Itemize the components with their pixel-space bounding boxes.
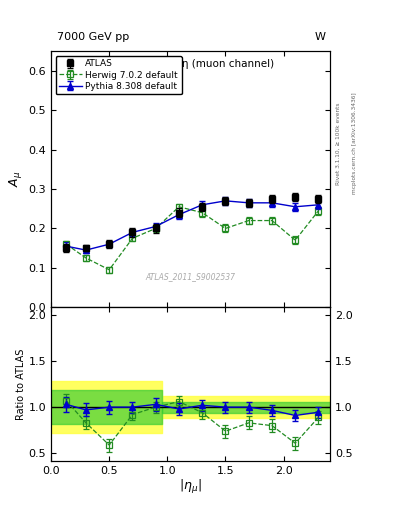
Y-axis label: Ratio to ATLAS: Ratio to ATLAS	[16, 348, 26, 420]
Text: 7000 GeV pp: 7000 GeV pp	[57, 32, 129, 42]
Text: Rivet 3.1.10, ≥ 100k events: Rivet 3.1.10, ≥ 100k events	[336, 102, 341, 185]
Text: ATLAS_2011_S9002537: ATLAS_2011_S9002537	[145, 272, 236, 281]
Legend: ATLAS, Herwig 7.0.2 default, Pythia 8.308 default: ATLAS, Herwig 7.0.2 default, Pythia 8.30…	[55, 56, 182, 94]
Text: mcplots.cern.ch [arXiv:1306.3436]: mcplots.cern.ch [arXiv:1306.3436]	[352, 93, 357, 194]
Y-axis label: $A_{\mu}$: $A_{\mu}$	[7, 171, 24, 187]
X-axis label: $|\eta_{\mu}|$: $|\eta_{\mu}|$	[179, 478, 202, 497]
Text: Asymmetry vsη (muon channel): Asymmetry vsη (muon channel)	[107, 59, 274, 69]
Text: W: W	[315, 32, 326, 42]
